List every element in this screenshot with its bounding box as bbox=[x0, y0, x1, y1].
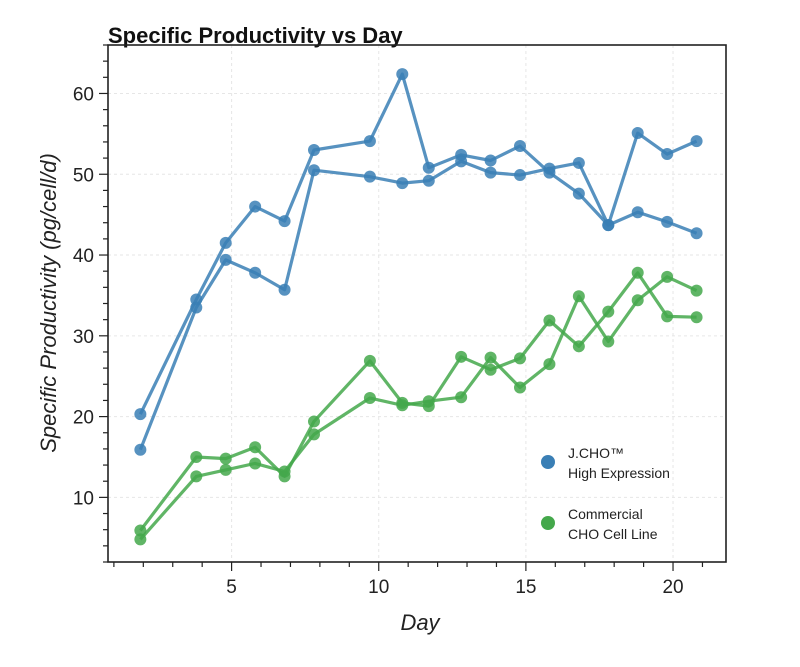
data-point bbox=[690, 311, 703, 324]
data-point bbox=[249, 441, 262, 454]
data-point bbox=[661, 270, 674, 283]
data-point bbox=[572, 156, 585, 169]
data-point bbox=[134, 533, 147, 546]
legend-item: Commercial CHO Cell Line bbox=[541, 506, 658, 542]
data-point bbox=[363, 170, 376, 183]
data-point bbox=[631, 206, 644, 219]
legend-marker bbox=[541, 455, 555, 469]
data-point bbox=[422, 174, 435, 187]
data-point bbox=[249, 266, 262, 279]
y-tick-label: 20 bbox=[73, 408, 94, 429]
y-tick-label: 10 bbox=[73, 488, 94, 509]
axis-ticks: 5 10 15 20 10 20 30 40 50 60 bbox=[73, 44, 704, 598]
data-point bbox=[514, 139, 526, 152]
x-tick-label: 15 bbox=[515, 577, 536, 598]
y-tick-label: 30 bbox=[73, 327, 94, 348]
data-point bbox=[308, 428, 320, 441]
legend-label: CHO Cell Line bbox=[568, 526, 658, 542]
data-point bbox=[455, 155, 468, 168]
legend-item: J.CHO™ High Expression bbox=[541, 445, 670, 481]
data-point bbox=[422, 161, 435, 174]
series-2 bbox=[134, 127, 703, 456]
series-3 bbox=[134, 266, 703, 537]
data-point bbox=[219, 253, 232, 266]
data-point bbox=[455, 391, 468, 404]
data-point bbox=[278, 283, 291, 296]
data-point bbox=[514, 352, 526, 365]
data-point bbox=[455, 350, 468, 363]
x-axis-label: Day bbox=[400, 610, 441, 635]
data-point bbox=[363, 354, 376, 367]
data-point bbox=[572, 340, 585, 353]
data-point bbox=[484, 154, 497, 167]
legend-label: J.CHO™ bbox=[568, 445, 624, 461]
data-point bbox=[690, 135, 703, 148]
data-point bbox=[572, 290, 585, 303]
data-point bbox=[308, 144, 320, 157]
legend-label: Commercial bbox=[568, 506, 643, 522]
data-point bbox=[631, 294, 644, 307]
data-point bbox=[249, 457, 262, 470]
data-point bbox=[396, 399, 409, 412]
data-point bbox=[278, 215, 291, 228]
data-point bbox=[661, 148, 674, 161]
y-tick-label: 40 bbox=[73, 246, 94, 267]
data-point bbox=[422, 395, 435, 408]
x-tick-label: 10 bbox=[368, 577, 389, 598]
data-point bbox=[514, 169, 526, 182]
data-point bbox=[134, 524, 147, 537]
data-point bbox=[134, 443, 147, 456]
data-point bbox=[219, 463, 232, 476]
y-tick-label: 50 bbox=[73, 165, 94, 186]
x-tick-label: 5 bbox=[226, 577, 237, 598]
data-point bbox=[249, 200, 262, 213]
legend-label: High Expression bbox=[568, 465, 670, 481]
data-point bbox=[278, 465, 291, 478]
data-point bbox=[484, 363, 497, 376]
data-point bbox=[190, 450, 203, 463]
data-point bbox=[484, 351, 497, 364]
grid bbox=[108, 45, 726, 562]
data-point bbox=[190, 301, 203, 314]
data-point bbox=[219, 236, 232, 249]
series-layer bbox=[134, 68, 703, 546]
data-point bbox=[514, 381, 526, 394]
legend-marker bbox=[541, 516, 555, 530]
data-point bbox=[602, 219, 615, 232]
series-4 bbox=[134, 270, 703, 546]
x-tick-label: 20 bbox=[662, 577, 683, 598]
data-point bbox=[661, 215, 674, 228]
data-point bbox=[602, 305, 615, 318]
data-point bbox=[308, 415, 320, 428]
y-axis-label: Specific Productivity (pg/cell/d) bbox=[36, 153, 61, 453]
data-point bbox=[661, 310, 674, 323]
data-point bbox=[631, 127, 644, 140]
series-1 bbox=[134, 68, 703, 421]
data-point bbox=[308, 164, 320, 177]
y-tick-label: 60 bbox=[73, 84, 94, 105]
data-point bbox=[219, 452, 232, 465]
series-line bbox=[139, 275, 698, 541]
data-point bbox=[484, 166, 497, 179]
data-point bbox=[543, 314, 556, 327]
data-point bbox=[134, 408, 147, 421]
chart-title: Specific Productivity vs Day bbox=[108, 23, 403, 48]
data-point bbox=[572, 187, 585, 200]
legend: J.CHO™ High Expression Commercial CHO Cell … bbox=[541, 445, 670, 542]
data-point bbox=[363, 392, 376, 405]
data-point bbox=[543, 358, 556, 371]
data-point bbox=[363, 135, 376, 148]
data-point bbox=[602, 335, 615, 348]
data-point bbox=[543, 162, 556, 175]
data-point bbox=[631, 266, 644, 279]
data-point bbox=[396, 68, 409, 81]
data-point bbox=[190, 470, 203, 483]
data-point bbox=[690, 227, 703, 240]
data-point bbox=[396, 177, 409, 190]
data-point bbox=[690, 284, 703, 297]
